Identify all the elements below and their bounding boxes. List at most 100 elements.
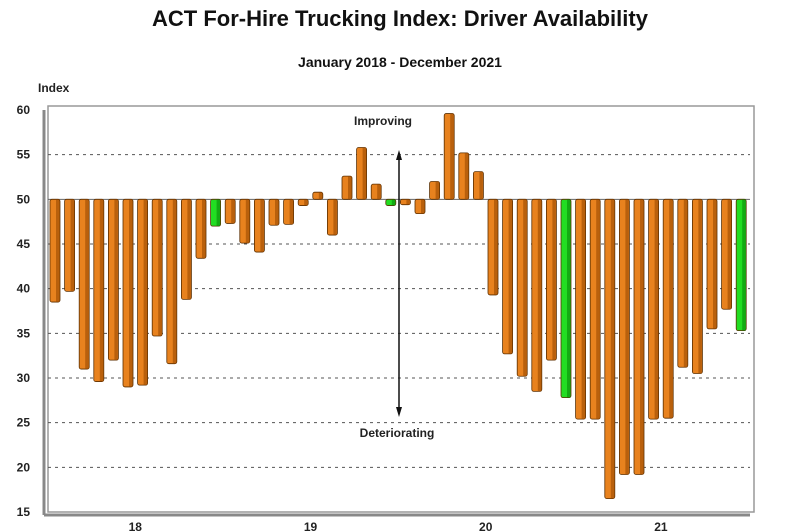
bar-shade	[304, 199, 308, 206]
bar-shade	[625, 199, 629, 475]
bar-shade	[70, 199, 75, 292]
bar-shade	[377, 184, 381, 200]
bar-shade	[202, 199, 206, 259]
y-tick-label: 30	[17, 371, 31, 385]
y-tick-label: 60	[17, 103, 31, 117]
y-tick-label: 45	[17, 237, 31, 251]
bar	[268, 198, 280, 226]
bar-shade	[567, 199, 571, 398]
bar	[151, 198, 163, 337]
bar	[370, 183, 382, 200]
x-tick-label: 18	[129, 520, 143, 532]
bar	[458, 152, 470, 200]
bar	[341, 175, 353, 200]
y-tick-label: 40	[17, 282, 31, 296]
bar	[560, 198, 572, 399]
bar	[443, 113, 455, 200]
bar	[224, 198, 236, 224]
annotation-deteriorating: Deteriorating	[360, 426, 435, 440]
chart-subtitle: January 2018 - December 2021	[298, 54, 502, 70]
bar-shade	[494, 199, 498, 295]
bar-shade	[362, 147, 367, 200]
bar	[619, 198, 630, 475]
bar	[64, 198, 75, 292]
arrow-down-icon	[396, 407, 402, 417]
bar	[706, 198, 718, 330]
x-tick-label: 21	[654, 520, 668, 532]
bar-shade	[640, 199, 644, 475]
bar-shade	[348, 176, 352, 200]
bar	[531, 198, 543, 392]
bar-shade	[713, 199, 717, 329]
bar-shade	[698, 199, 702, 374]
bar	[49, 198, 61, 303]
bar-shade	[537, 199, 542, 392]
bar	[108, 198, 119, 361]
bar-shade	[114, 199, 118, 361]
bar	[137, 198, 149, 386]
bar	[692, 198, 703, 374]
bar-shade	[158, 199, 162, 337]
bar	[677, 198, 689, 368]
bar	[648, 198, 659, 420]
bar-shade	[742, 199, 746, 331]
chart-title: ACT For-Hire Trucking Index: Driver Avai…	[152, 6, 648, 31]
bar	[385, 198, 397, 206]
bar-shade	[216, 199, 221, 227]
bar	[253, 198, 265, 253]
bar	[516, 198, 528, 377]
bar	[312, 191, 324, 200]
bar-shade	[333, 199, 337, 236]
bar-shade	[56, 199, 60, 303]
bar-shade	[289, 199, 294, 225]
bar	[356, 147, 368, 200]
bar-shade	[683, 199, 688, 368]
bar	[210, 198, 222, 227]
bar-shade	[260, 199, 264, 253]
bar-shade	[523, 199, 527, 377]
x-tick-label: 19	[304, 520, 318, 532]
bar	[297, 198, 309, 206]
bar	[429, 181, 441, 200]
bar	[633, 198, 645, 475]
bar-shade	[581, 199, 586, 420]
bar	[735, 198, 747, 332]
bar-shade	[172, 199, 177, 364]
y-tick-label: 55	[17, 148, 31, 162]
bar-shade	[99, 199, 104, 382]
y-tick-label: 35	[17, 326, 31, 340]
x-tick-label: 20	[479, 520, 493, 532]
bar	[180, 198, 192, 300]
bar-shade	[450, 113, 454, 200]
y-tick-label: 25	[17, 416, 31, 430]
bar	[414, 198, 426, 215]
bar	[166, 198, 178, 365]
bar	[546, 198, 557, 361]
bar-shade	[129, 199, 133, 387]
bar	[589, 198, 601, 420]
bar	[239, 198, 251, 244]
bar	[78, 198, 90, 370]
bar-shade	[85, 199, 89, 370]
bar-shade	[552, 199, 556, 361]
bar-shade	[479, 171, 483, 200]
bar	[195, 198, 207, 259]
bar	[283, 198, 295, 225]
bar-shade	[231, 199, 235, 224]
bar	[662, 198, 674, 419]
bar	[326, 198, 338, 236]
bar-shade	[727, 199, 732, 310]
bar-shade	[669, 199, 673, 419]
bar-shade	[421, 199, 425, 214]
annotation-improving: Improving	[354, 114, 412, 128]
bar-shade	[596, 199, 600, 420]
bar	[472, 171, 484, 200]
bar	[721, 198, 732, 310]
bar-shade	[275, 199, 279, 226]
bar	[399, 198, 411, 206]
bar-shade	[406, 199, 410, 205]
bar-shade	[143, 199, 148, 386]
bar-shade	[610, 199, 615, 499]
bar	[487, 198, 499, 296]
